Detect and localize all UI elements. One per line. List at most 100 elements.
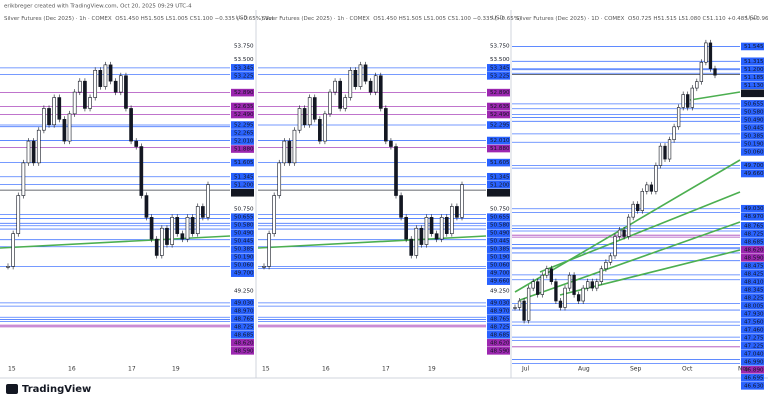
price-label-bg <box>487 339 510 347</box>
price-label-bg <box>741 294 764 302</box>
candle <box>708 42 713 70</box>
price-label: 52.295 <box>490 123 510 129</box>
candle <box>31 140 36 164</box>
price-label-bg <box>741 42 764 51</box>
price-label-bg <box>231 88 254 97</box>
date-label: 16 <box>68 366 76 373</box>
price-label-bg <box>741 342 764 350</box>
price-label: 48.225 <box>744 295 764 301</box>
candle <box>540 274 544 295</box>
price-label: 50.655 <box>490 215 510 221</box>
price-label-bg <box>741 374 764 382</box>
price-label-bg <box>741 230 764 238</box>
price-label-bg <box>741 246 764 254</box>
price-label: 50.490 <box>744 117 764 123</box>
candle <box>626 216 631 237</box>
candle <box>640 191 644 211</box>
candle <box>160 227 164 256</box>
candle <box>399 195 403 218</box>
ohlc: O50.725 H51.515 L51.080 C51.110 +0.485 (… <box>628 16 768 22</box>
price-label-bg <box>231 315 254 323</box>
candle <box>277 162 282 196</box>
candle <box>649 184 654 192</box>
price-label: 50.190 <box>744 141 764 147</box>
price-label: 48.725 <box>744 231 764 237</box>
candle <box>699 61 704 82</box>
price-label: 48.620 <box>744 247 764 253</box>
price-label: 51.200 <box>234 182 254 188</box>
price-label-bg <box>487 158 510 167</box>
candle <box>681 94 685 108</box>
price-label-bg <box>487 136 510 145</box>
price-label-bg <box>231 261 254 269</box>
price-label-bg <box>487 261 510 269</box>
price-label: 47.040 <box>744 351 764 357</box>
price-label: 50.445 <box>234 239 254 245</box>
ohlc: O51.450 H51.505 L51.005 C51.100 −0.335 (… <box>373 16 521 22</box>
title: Silver Futures (Dec 2025) · 1h · COMEX <box>4 16 112 22</box>
price-label: 50.580 <box>744 109 764 115</box>
price-label: 50.190 <box>234 255 254 261</box>
candle <box>190 217 195 234</box>
candle <box>654 165 658 192</box>
candle <box>414 227 419 256</box>
price-label: 52.890 <box>234 90 254 96</box>
price-label-bg <box>741 169 764 178</box>
price-label: 47.560 <box>744 319 764 325</box>
date-label: Oct <box>682 366 693 373</box>
candle <box>154 238 159 256</box>
price-label-bg <box>487 245 510 253</box>
price-label-bg <box>741 334 764 342</box>
candle <box>563 287 567 308</box>
price-label: 51.200 <box>744 67 764 73</box>
price-label-bg <box>231 188 254 197</box>
candle <box>581 287 585 302</box>
price-label: 47.460 <box>744 327 764 333</box>
price-label: 48.590 <box>490 348 510 354</box>
candle <box>384 108 388 142</box>
candle <box>282 140 287 164</box>
price-label: 46.890 <box>744 367 764 373</box>
price-label: 53.225 <box>234 73 254 79</box>
candle <box>72 91 77 115</box>
candle <box>590 281 594 289</box>
price-label-bg <box>231 221 254 229</box>
price-label-bg <box>231 72 254 80</box>
date-label: Nov <box>738 366 750 373</box>
price-label-bg <box>487 172 510 181</box>
price-label-bg <box>231 213 254 221</box>
candle <box>88 97 92 109</box>
price-label-bg <box>231 331 254 339</box>
candle <box>572 274 576 295</box>
price-label-bg <box>741 382 764 390</box>
price-label: 48.620 <box>234 340 254 346</box>
date-label: 16 <box>322 366 330 373</box>
price-label-bg <box>231 307 254 315</box>
candle <box>307 97 312 126</box>
price-label-bg <box>487 269 510 277</box>
price-label: 48.345 <box>744 287 764 293</box>
candle <box>129 108 133 142</box>
candle <box>686 94 690 108</box>
candle <box>676 107 681 128</box>
price-label-bg <box>231 110 254 119</box>
credit: erikbreger created with TradingView.com,… <box>4 4 192 10</box>
price-label: 48.685 <box>744 239 764 245</box>
price-label: 50.385 <box>234 247 254 253</box>
price-label-bg <box>487 213 510 221</box>
candle <box>526 287 531 321</box>
price-label-bg <box>487 307 510 315</box>
candle <box>323 113 327 142</box>
price-label-bg <box>231 299 254 307</box>
price-label-bg <box>487 121 510 129</box>
price-label: 48.765 <box>744 223 764 229</box>
price-label-bg <box>741 212 764 221</box>
price-label: 52.890 <box>490 90 510 96</box>
candle <box>333 80 337 93</box>
price-label-bg <box>231 180 254 189</box>
price-label: 51.605 <box>234 160 254 166</box>
candle <box>144 195 149 218</box>
price-label: 48.765 <box>234 316 254 322</box>
title: Silver Futures (Dec 2025) · 1D · COMEX <box>516 16 625 22</box>
price-label: 50.190 <box>490 255 510 261</box>
